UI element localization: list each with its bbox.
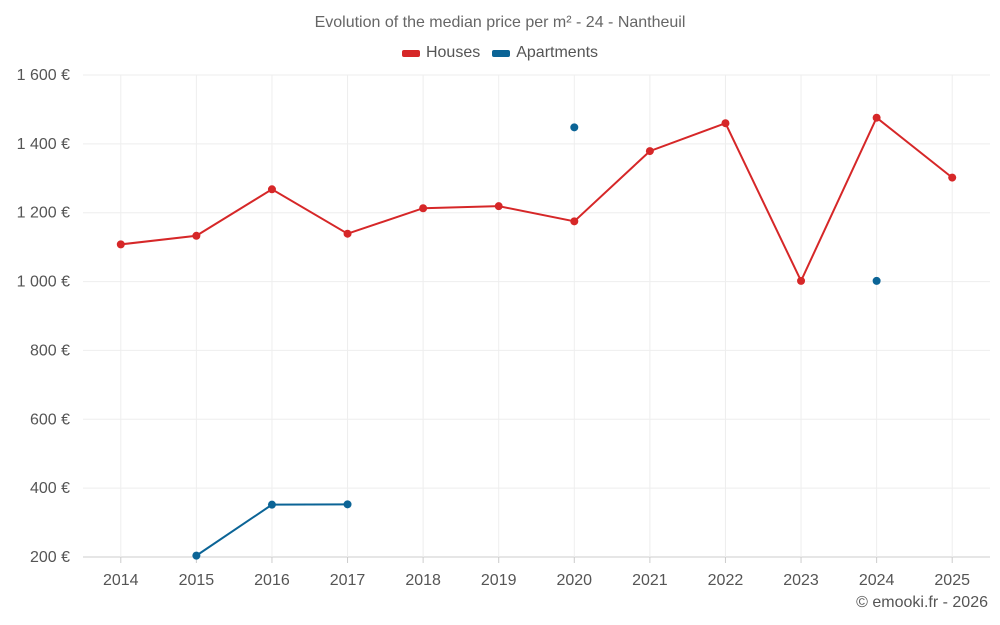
legend: Houses Apartments: [0, 44, 1000, 62]
x-tick-label: 2022: [708, 572, 744, 589]
x-tick-label: 2015: [179, 572, 215, 589]
legend-item-houses[interactable]: Houses: [401, 44, 481, 62]
data-point-houses-2016: [267, 185, 276, 194]
data-point-houses-2022: [721, 119, 730, 128]
y-tick-label: 1 600 €: [17, 67, 70, 84]
chart-title: Evolution of the median price per m² - 2…: [314, 14, 686, 31]
x-tick-label: 2018: [405, 572, 441, 589]
legend-label-apartments: Apartments: [516, 44, 599, 61]
data-point-apartments-2020: [570, 123, 579, 132]
x-tick-label: 2021: [632, 572, 668, 589]
data-point-houses-2024: [872, 113, 881, 122]
x-tick-label: 2016: [254, 572, 290, 589]
y-tick-label: 800 €: [30, 342, 70, 359]
data-point-apartments-2015: [192, 551, 201, 560]
x-tick-label: 2019: [481, 572, 517, 589]
x-axis-ticks: 2014 2015 2016 2017 2018 2019 2020 2021 2022 2023…: [103, 572, 970, 589]
legend-swatch-houses: [401, 49, 420, 57]
data-point-houses-2021: [645, 147, 654, 156]
data-point-houses-2017: [343, 229, 352, 238]
x-tick-label: 2020: [556, 572, 592, 589]
y-tick-label: 600 €: [30, 411, 70, 428]
data-point-houses-2023: [797, 276, 806, 285]
legend-swatch-apartments: [492, 49, 511, 57]
data-point-houses-2019: [494, 202, 503, 211]
data-point-houses-2018: [419, 204, 428, 213]
y-tick-label: 1 400 €: [17, 136, 70, 153]
x-tick-label: 2023: [783, 572, 819, 589]
data-point-apartments-2024: [872, 276, 881, 285]
y-axis-ticks: 200 € 400 € 600 € 800 € 1 000 € 1 200 € 1 400 …: [17, 67, 70, 566]
x-tick-label: 2024: [859, 572, 895, 589]
legend-label-houses: Houses: [425, 44, 481, 61]
series-layer: [116, 113, 957, 560]
data-point-apartments-2017: [343, 500, 352, 509]
x-tick-label: 2017: [330, 572, 366, 589]
y-tick-label: 1 200 €: [17, 205, 70, 222]
data-point-houses-2014: [116, 240, 125, 249]
x-tick-label: 2025: [934, 572, 970, 589]
copyright-footer: © emooki.fr - 2026: [856, 594, 988, 611]
y-tick-label: 400 €: [30, 480, 70, 497]
y-tick-label: 200 €: [30, 549, 70, 566]
data-point-houses-2015: [192, 231, 201, 240]
legend-item-apartments[interactable]: Apartments: [492, 44, 598, 62]
grid: [83, 74, 990, 563]
data-point-houses-2025: [948, 173, 957, 182]
data-point-houses-2020: [570, 217, 579, 226]
y-tick-label: 1 000 €: [17, 274, 70, 291]
data-point-apartments-2016: [267, 500, 276, 509]
series-line-houses: [120, 116, 953, 284]
x-tick-label: 2014: [103, 572, 139, 589]
